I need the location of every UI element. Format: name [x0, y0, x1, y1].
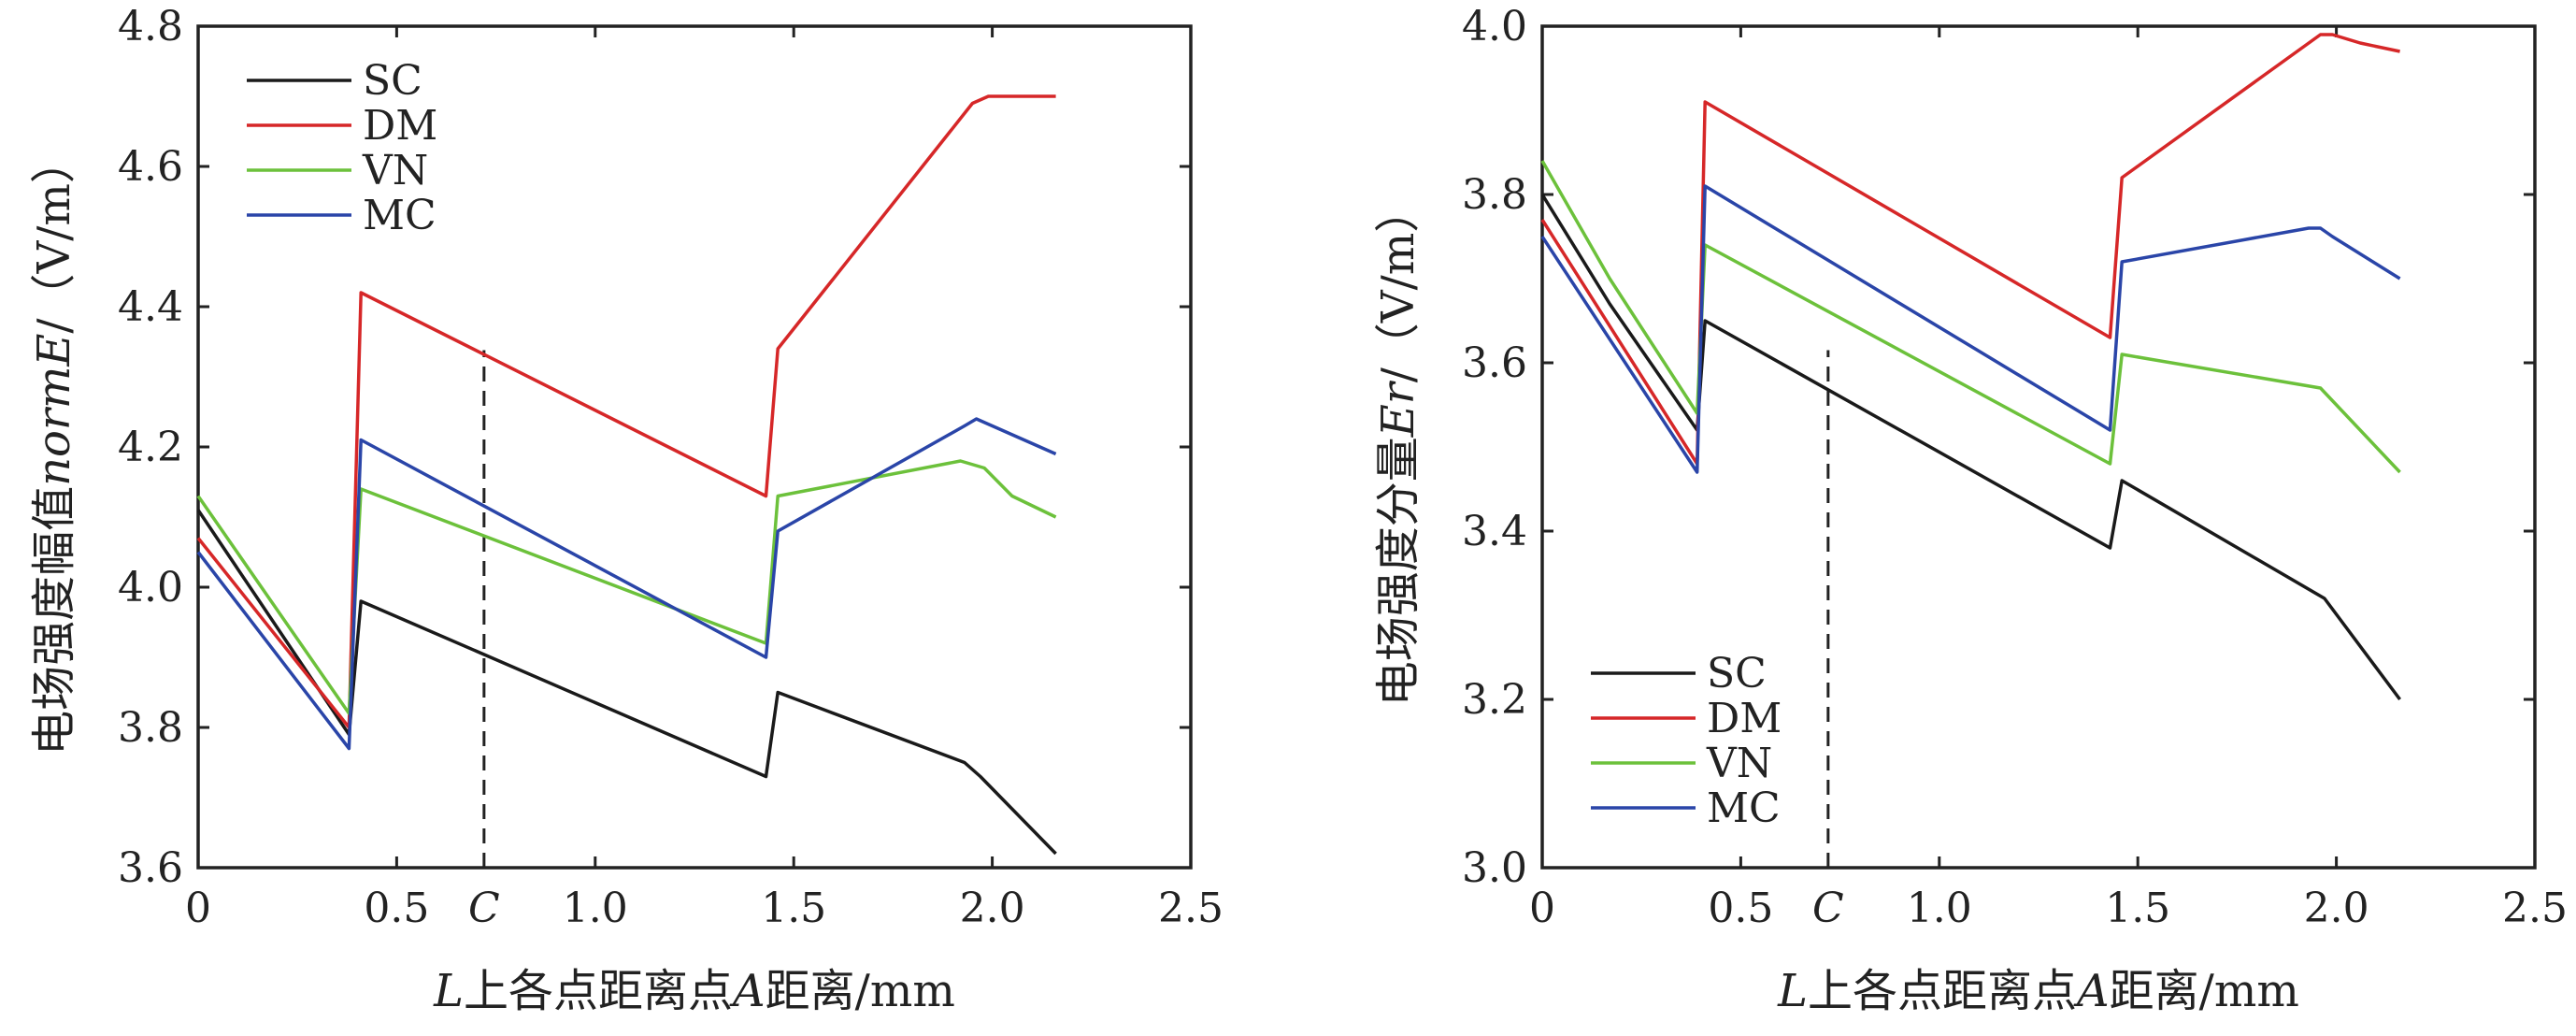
- x-tick-label: 1.0: [1907, 885, 1972, 932]
- y-tick-label: 3.6: [1462, 339, 1527, 387]
- y-tick-label: 3.2: [1462, 676, 1527, 724]
- y-tick-label: 4.6: [118, 143, 183, 191]
- y-axis-label: 电场强度幅值normE/（V/m）: [28, 138, 80, 755]
- chart-Er: 3.0 3.2 3.4 3.6 3.8 4.0 0 0.5 C 1.0 1.5 2.0 2.5 SCDMV…: [1372, 3, 2568, 1017]
- x-tick-label: 0: [185, 885, 211, 932]
- x-tick-label: 1.5: [2105, 885, 2170, 932]
- x-tick-label: 1.0: [563, 885, 628, 932]
- legend-label-vn: VN: [1706, 740, 1772, 787]
- y-tick-label: 4.4: [118, 283, 183, 331]
- y-tick-label: 3.8: [1462, 171, 1527, 219]
- series-line-mc: [196, 417, 1057, 751]
- legend-label-mc: MC: [1707, 784, 1781, 832]
- series-line-dm: [196, 94, 1056, 729]
- y-tick-label: 4.0: [118, 564, 183, 612]
- chart-normE: 3.6 3.8 4.0 4.2 4.4 4.6 4.8 0 0.5 C 1.0 1.5 2.0 2.5 SC…: [28, 3, 1224, 1017]
- x-tick-label: 0.5: [1708, 885, 1773, 932]
- series-line-sc: [1540, 194, 2402, 701]
- plot-frame: [1540, 24, 2537, 870]
- y-tick-label: 3.6: [118, 844, 183, 892]
- y-tick-label: 3.4: [1462, 508, 1527, 555]
- x-axis-label: L上各点距离点A距离/mm: [1777, 965, 2299, 1017]
- y-tick-label: 3.0: [1462, 844, 1527, 892]
- legend-label-dm: DM: [363, 102, 437, 150]
- y-tick-label: 4.0: [1462, 3, 1527, 50]
- legend-label-sc: SC: [1707, 650, 1767, 698]
- y-axis-label: 电场强度分量Er/（V/m）: [1372, 188, 1424, 707]
- x-tick-label-C: C: [468, 885, 500, 932]
- legend-label-dm: DM: [1707, 695, 1782, 742]
- series-line-vn: [196, 459, 1057, 715]
- legend-label-vn: VN: [362, 147, 428, 194]
- y-tick-label: 3.8: [118, 704, 183, 752]
- x-tick-label: 2.0: [960, 885, 1025, 932]
- x-tick-label: 2.5: [1158, 885, 1224, 932]
- x-tick-label: 1.5: [761, 885, 826, 932]
- x-tick-label: 2.0: [2304, 885, 2369, 932]
- x-tick-label: 0.5: [364, 885, 429, 932]
- x-tick-label: 0: [1529, 885, 1555, 932]
- x-axis-label: L上各点距离点A距离/mm: [433, 965, 955, 1017]
- y-tick-label: 4.2: [118, 424, 183, 471]
- legend-label-sc: SC: [363, 57, 422, 105]
- legend-label-mc: MC: [363, 192, 436, 239]
- series-line-mc: [1540, 184, 2401, 474]
- series-line-vn: [1540, 160, 2401, 474]
- y-tick-label: 4.8: [118, 3, 183, 50]
- x-tick-label-C: C: [1812, 885, 1844, 932]
- series-line-dm: [1540, 33, 2400, 466]
- x-tick-label: 2.5: [2502, 885, 2568, 932]
